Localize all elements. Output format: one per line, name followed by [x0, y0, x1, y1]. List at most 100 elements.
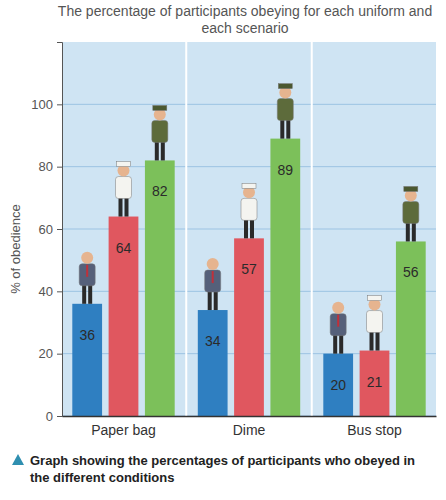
y-tick: 80 — [39, 159, 62, 174]
figure-leg — [370, 331, 374, 351]
data-label: 21 — [367, 374, 383, 390]
grid — [62, 104, 436, 416]
figure-body — [277, 99, 293, 121]
figure-leg — [412, 221, 416, 241]
y-tick-label: 60 — [39, 222, 53, 237]
figure-leg — [250, 218, 254, 238]
figure-leg — [406, 221, 410, 241]
figure — [241, 183, 257, 238]
data-label: 64 — [116, 240, 132, 256]
data-label: 36 — [79, 327, 95, 343]
data-label: 57 — [241, 261, 257, 277]
y-tick-label: 0 — [46, 409, 53, 424]
figure-head — [81, 252, 93, 264]
figure-hat — [153, 105, 167, 110]
figure — [205, 258, 221, 310]
figure-body — [367, 311, 383, 333]
bar — [145, 160, 175, 416]
y-tick-label: 20 — [39, 346, 53, 361]
y-tick-mark — [57, 291, 62, 292]
data-label: 89 — [278, 162, 294, 178]
bar — [360, 351, 390, 416]
bar — [396, 241, 426, 416]
y-tick-label: 80 — [39, 159, 53, 174]
figure — [152, 105, 168, 160]
data-label: 56 — [403, 264, 419, 280]
data-labels: 363420645721828956 — [79, 162, 418, 393]
y-tick: 60 — [39, 222, 62, 237]
figure — [367, 296, 383, 351]
y-tick-mark — [57, 354, 62, 355]
x-tick: Paper bag — [91, 416, 156, 438]
bar — [323, 354, 353, 416]
y-axis-line — [57, 43, 63, 417]
figure-tie — [337, 315, 339, 327]
figures — [79, 84, 419, 354]
figure — [115, 162, 131, 217]
x-tick: Bus stop — [347, 416, 402, 438]
y-tick: 20 — [39, 346, 62, 361]
figure-body — [79, 264, 95, 286]
bar — [198, 310, 228, 416]
figure-leg — [118, 197, 122, 217]
data-label: 20 — [330, 377, 346, 393]
chart: 363420645721828956020406080100Paper bagD… — [0, 0, 446, 500]
figure-hat — [116, 162, 130, 167]
x-tick-label: Bus stop — [347, 422, 402, 438]
plot-background — [62, 42, 436, 416]
data-label: 82 — [152, 183, 168, 199]
x-axis-line — [63, 416, 437, 418]
separator — [311, 42, 313, 416]
figure-hat — [242, 183, 256, 188]
figure-leg — [280, 119, 284, 139]
figure-leg — [286, 119, 290, 139]
x-axis: Paper bag Dime Bus stop — [63, 416, 437, 438]
figure-leg — [124, 197, 128, 217]
caption-marker — [12, 454, 24, 465]
x-tick-label: Dime — [233, 422, 266, 438]
caption: Graph showing the percentages of partici… — [30, 452, 430, 486]
figure-leg — [161, 140, 165, 160]
bars — [72, 139, 425, 416]
y-axis: 0 20 40 60 80 100 — [31, 43, 62, 424]
figure-hat — [278, 84, 292, 89]
y-tick-mark — [57, 104, 62, 105]
figure-body — [403, 201, 419, 223]
figure-body — [241, 198, 257, 220]
figure-body — [152, 120, 168, 142]
title: The percentage of participants obeying f… — [55, 3, 435, 37]
figure-head — [207, 258, 219, 270]
figure-body — [330, 314, 346, 336]
figure-leg — [155, 140, 159, 160]
figure-leg — [244, 218, 248, 238]
separators — [186, 42, 312, 416]
figure — [330, 302, 346, 354]
y-axis-title: % of obedience — [8, 204, 23, 294]
y-tick-mark — [57, 167, 62, 168]
grid-line — [62, 104, 436, 105]
bar — [72, 304, 102, 416]
figure-tie — [86, 265, 88, 277]
bar — [270, 139, 300, 416]
figure-leg — [333, 334, 337, 354]
figure-hat — [368, 296, 382, 301]
y-tick-mark — [57, 229, 62, 230]
figure-tie — [212, 271, 214, 283]
y-tick: 40 — [39, 284, 62, 299]
figure-leg — [82, 284, 86, 304]
y-tick-mark — [57, 416, 62, 417]
bar — [234, 238, 264, 416]
x-tick: Dime — [233, 416, 266, 438]
figure-leg — [214, 290, 218, 310]
figure-leg — [339, 334, 343, 354]
page: 363420645721828956020406080100Paper bagD… — [0, 0, 446, 500]
figure-head — [332, 302, 344, 314]
x-tick-label: Paper bag — [91, 422, 156, 438]
figure-leg — [376, 331, 380, 351]
y-tick-label: 100 — [31, 97, 53, 112]
figure-body — [205, 270, 221, 292]
y-tick: 100 — [31, 97, 62, 112]
figure-body — [115, 177, 131, 199]
figure-hat — [404, 186, 418, 191]
y-tick: 0 — [46, 409, 62, 424]
